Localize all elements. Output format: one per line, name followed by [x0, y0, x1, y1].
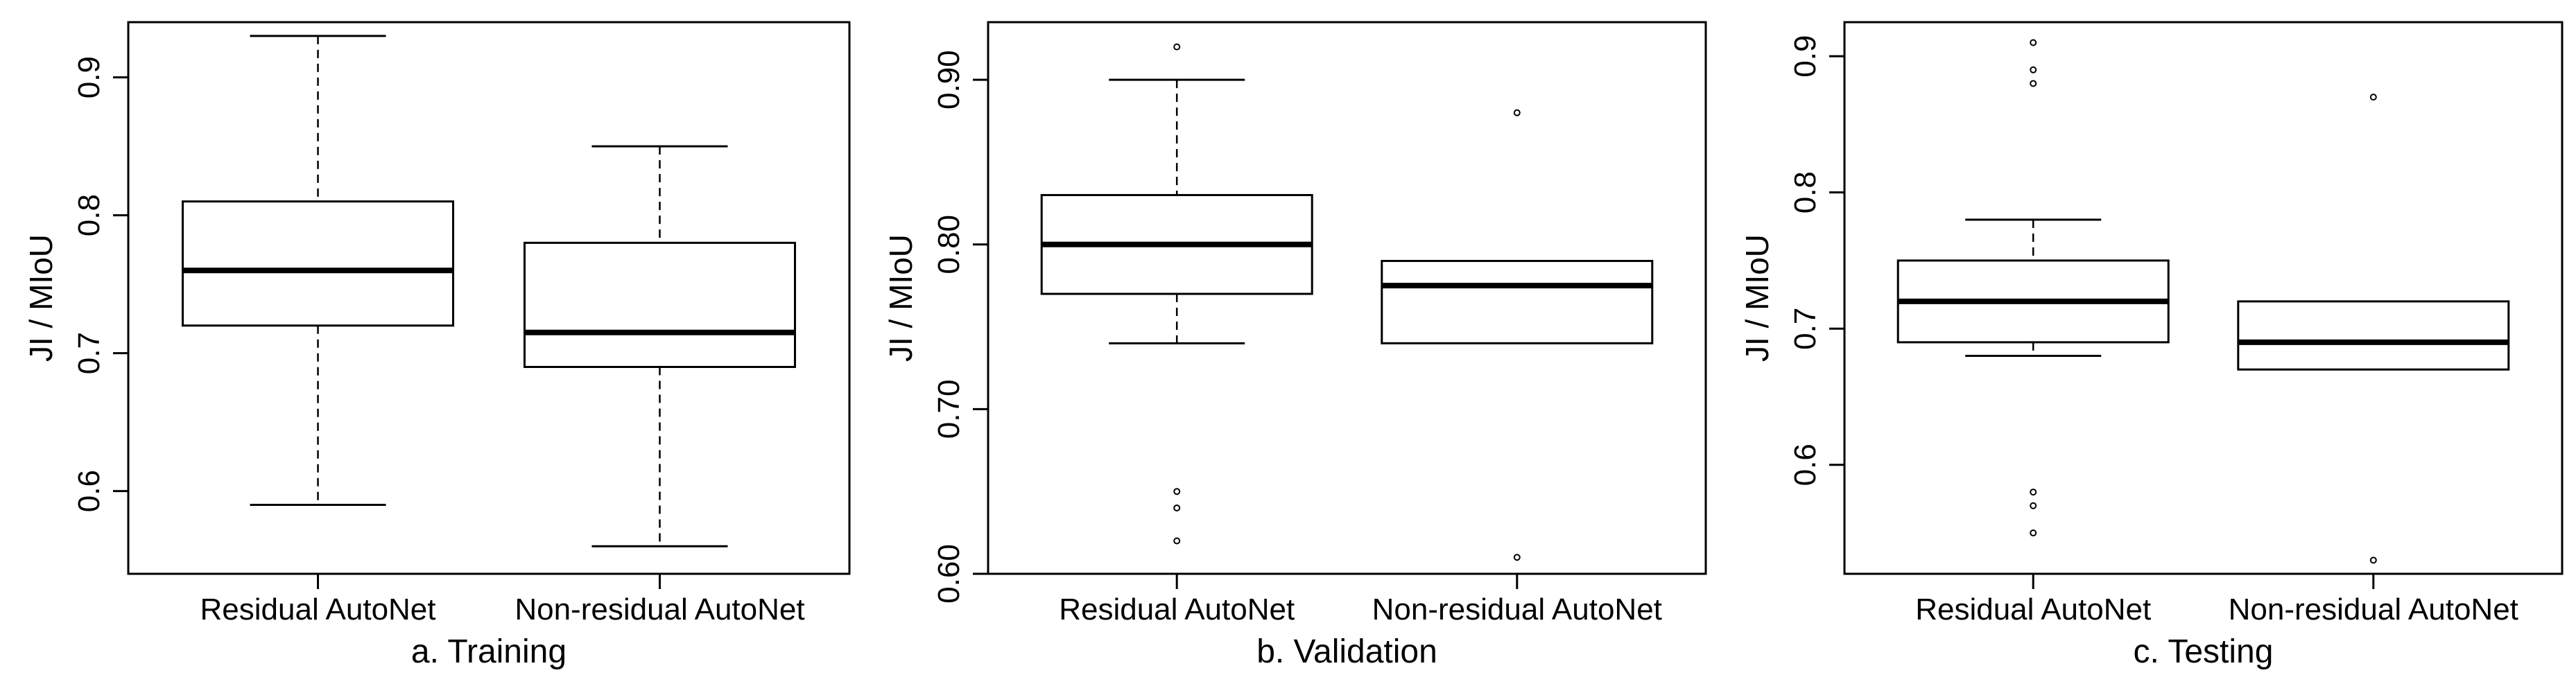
- outlier-point: [2030, 489, 2037, 496]
- outlier-point: [2030, 502, 2037, 509]
- iqr-box: [2237, 300, 2510, 371]
- y-axis-label: JI / MIoU: [23, 234, 59, 362]
- iqr-box: [1381, 260, 1654, 344]
- outlier-point: [1513, 554, 1521, 561]
- panel-caption: b. Validation: [1256, 633, 1437, 670]
- outlier-point: [1513, 109, 1521, 116]
- y-tick-label: 0.60: [932, 544, 966, 604]
- outlier-point: [1173, 537, 1181, 545]
- x-tick-label: Non-residual AutoNet: [1372, 593, 1662, 626]
- y-tick-label: 0.90: [932, 50, 966, 109]
- outlier-point: [2369, 94, 2377, 101]
- x-tick-label: Non-residual AutoNet: [515, 593, 804, 626]
- outlier-point: [2030, 80, 2037, 87]
- y-tick-label: 0.6: [72, 470, 106, 512]
- y-tick-label: 0.7: [72, 332, 106, 374]
- iqr-box: [182, 200, 455, 327]
- box-non-residual: Non-residual AutoNet: [2229, 94, 2518, 626]
- y-tick-label: 0.8: [72, 194, 106, 236]
- outlier-point: [2369, 556, 2377, 564]
- box-residual: Residual AutoNet: [1896, 39, 2170, 626]
- y-axis-label: JI / MIoU: [883, 234, 919, 362]
- outlier-point: [1173, 43, 1181, 51]
- panel-1: 0.6 0.7 0.8 0.9 JI / MIoU Residual AutoNet Non…: [23, 21, 851, 670]
- box-residual: Residual AutoNet: [1040, 43, 1313, 626]
- outlier-point: [2030, 39, 2037, 46]
- panel-caption: c. Testing: [2134, 633, 2274, 670]
- panel-2: 0.60 0.70 0.80 0.90 JI / MIoU Residual AutoNe…: [883, 21, 1707, 670]
- box-residual: Residual AutoNet: [182, 35, 455, 626]
- box-non-residual: Non-residual AutoNet: [1372, 109, 1662, 626]
- y-tick-label: 0.7: [1788, 308, 1822, 350]
- x-tick-label: Non-residual AutoNet: [2229, 593, 2518, 626]
- outlier-point: [2030, 66, 2037, 73]
- x-tick-label: Residual AutoNet: [1059, 593, 1295, 626]
- y-tick-label: 0.9: [72, 56, 106, 98]
- panel-3: 0.6 0.7 0.8 0.9 JI / MIoU Residual AutoNet Non…: [1739, 21, 2564, 670]
- outlier-point: [1173, 504, 1181, 511]
- outlier-point: [1173, 488, 1181, 495]
- y-tick-label: 0.70: [932, 380, 966, 439]
- box-non-residual: Non-residual AutoNet: [515, 145, 805, 626]
- panel-caption: a. Training: [411, 633, 567, 670]
- x-tick-label: Residual AutoNet: [1915, 593, 2151, 626]
- y-tick-label: 0.8: [1788, 171, 1822, 213]
- iqr-box: [523, 241, 796, 368]
- y-axis-label: JI / MIoU: [1739, 234, 1775, 362]
- y-tick-label: 0.6: [1788, 444, 1822, 486]
- plot-frame: [987, 21, 1707, 575]
- y-tick-label: 0.9: [1788, 35, 1822, 78]
- plot-frame: [127, 21, 851, 575]
- plot-frame: [1843, 21, 2564, 575]
- outlier-point: [2030, 529, 2037, 537]
- x-tick-label: Residual AutoNet: [200, 593, 436, 626]
- y-tick-label: 0.80: [932, 215, 966, 274]
